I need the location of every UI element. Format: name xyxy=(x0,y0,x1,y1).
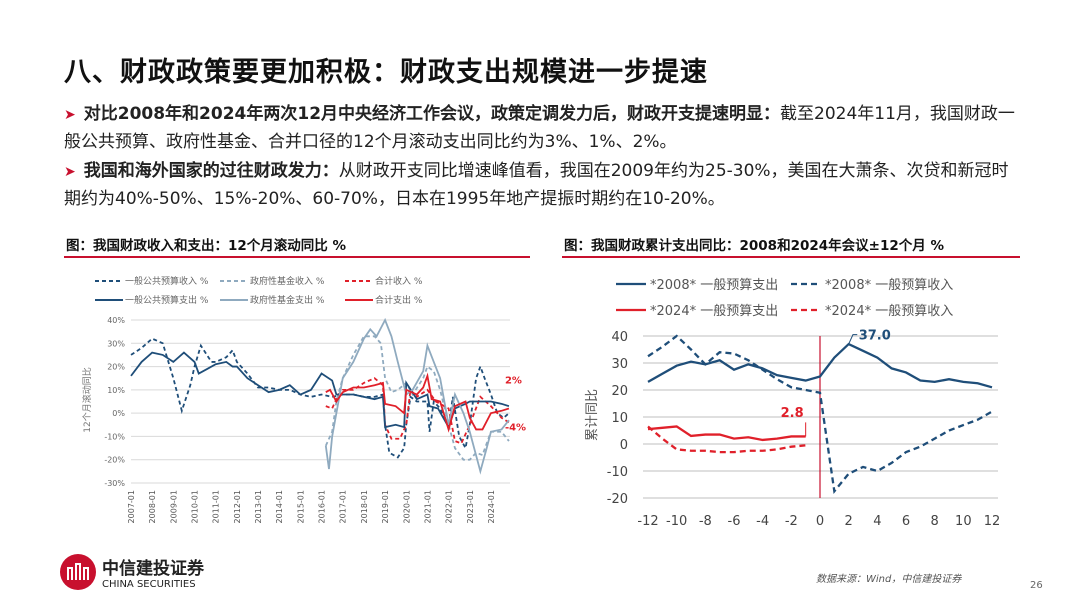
series-line-2 xyxy=(647,425,806,442)
x-tick-label: -8 xyxy=(699,514,712,529)
x-tick-label: 2010-01 xyxy=(191,490,200,523)
legend-label: 合计支出 % xyxy=(375,294,423,306)
y-tick-label: 0% xyxy=(112,409,125,418)
x-tick-label: 10 xyxy=(955,514,972,529)
data-label: -4% xyxy=(505,422,526,433)
x-tick-label: 2023-01 xyxy=(466,490,475,523)
arrow-icon: ➤ xyxy=(64,107,76,123)
y-tick-label: 0 xyxy=(620,438,628,453)
data-label: 2% xyxy=(505,375,522,386)
series-line-1 xyxy=(647,334,993,495)
citic-logo-icon xyxy=(60,554,96,590)
x-tick-label: 2 xyxy=(845,514,853,529)
x-tick-label: 2024-01 xyxy=(487,490,496,523)
x-tick-label: 12 xyxy=(984,514,1001,529)
x-tick-label: -12 xyxy=(637,514,658,529)
y-tick-label: 40 xyxy=(611,330,628,345)
bullet-2-bold: 我国和海外国家的过往财政发力： xyxy=(83,161,339,181)
x-tick-label: 2017-01 xyxy=(339,490,348,523)
y-tick-label: 30 xyxy=(611,357,628,372)
y-tick-label: -10% xyxy=(104,432,125,441)
x-tick-label: 2018-01 xyxy=(360,490,369,523)
x-tick-label: 0 xyxy=(816,514,824,529)
x-tick-label: -2 xyxy=(785,514,798,529)
x-tick-label: 4 xyxy=(873,514,881,529)
x-tick-label: 2015-01 xyxy=(296,490,305,523)
legend-label: *2024* 一般预算收入 xyxy=(825,303,953,319)
y-tick-label: 20% xyxy=(107,363,125,372)
logo: 中信建投证券 CHINA SECURITIES xyxy=(58,552,204,592)
bullet-2-text: 从财政开支同比增速峰值看，我国在2009年约为25-30%，美国在大萧条、次贷和… xyxy=(64,161,1009,209)
data-source: 数据来源：Wind，中信建投证券 xyxy=(816,574,962,585)
bullet-1-text: 截至2024年11月，我国财政一般公共预算、政府性基金、合并口径的12个月滚动支… xyxy=(64,104,1015,152)
series-line-3 xyxy=(647,425,806,454)
series-line-4 xyxy=(324,317,510,475)
x-tick-label: 2022-01 xyxy=(445,490,454,523)
chart-2-rule xyxy=(562,256,1020,258)
x-tick-label: 2009-01 xyxy=(169,490,178,523)
x-tick-label: 8 xyxy=(931,514,939,529)
y-tick-label: 10% xyxy=(107,386,125,395)
legend-label: 政府性基金支出 % xyxy=(250,294,325,306)
legend-label: 一般公共预算收入 % xyxy=(125,275,209,287)
x-tick-label: 2014-01 xyxy=(275,490,284,523)
y-tick-label: 30% xyxy=(107,339,125,348)
y-tick-label: -10 xyxy=(607,465,628,480)
arrow-icon: ➤ xyxy=(64,164,76,180)
legend-label: *2008* 一般预算支出 xyxy=(650,277,778,293)
bullet-2: ➤ 我国和海外国家的过往财政发力：从财政开支同比增速峰值看，我国在2009年约为2… xyxy=(64,158,1024,213)
legend-label: *2008* 一般预算收入 xyxy=(825,277,953,293)
page-title: 八、财政政策要更加积极：财政支出规模进一步提速 xyxy=(64,57,708,88)
legend-label: 合计收入 % xyxy=(375,275,423,287)
data-label: 37.0 xyxy=(859,329,891,344)
x-tick-label: 2008-01 xyxy=(148,490,157,523)
y-axis-label: 累计同比 xyxy=(585,389,600,441)
x-tick-label: 2019-01 xyxy=(381,490,390,523)
top-bar xyxy=(0,0,1080,4)
x-tick-label: 2021-01 xyxy=(423,490,432,523)
legend-label: *2024* 一般预算支出 xyxy=(650,303,778,319)
data-label: 2.8 xyxy=(781,406,804,421)
logo-en: CHINA SECURITIES xyxy=(102,579,196,590)
x-tick-label: 2011-01 xyxy=(212,490,221,523)
y-tick-label: -20% xyxy=(104,456,125,465)
y-tick-label: 20 xyxy=(611,384,628,399)
chart-1-title: 图：我国财政收入和支出：12个月滚动同比 % xyxy=(66,238,347,254)
x-tick-label: 2012-01 xyxy=(233,490,242,523)
y-tick-label: -30% xyxy=(104,479,125,488)
series-line-5 xyxy=(325,372,510,433)
legend-label: 政府性基金收入 % xyxy=(250,275,325,287)
page-number: 26 xyxy=(1030,580,1043,591)
legend-label: 一般公共预算支出 % xyxy=(125,294,209,306)
x-tick-label: 2016-01 xyxy=(318,490,327,523)
x-tick-label: -10 xyxy=(666,514,687,529)
logo-cn: 中信建投证券 xyxy=(102,559,204,579)
bullet-1: ➤ 对比2008年和2024年两次12月中央经济工作会议，政策定调发力后，财政开支… xyxy=(64,101,1024,156)
x-tick-label: -4 xyxy=(756,514,769,529)
y-tick-label: -20 xyxy=(607,492,628,507)
y-tick-label: 10 xyxy=(611,411,628,426)
x-tick-label: -6 xyxy=(728,514,741,529)
x-tick-label: 6 xyxy=(902,514,910,529)
x-tick-label: 2020-01 xyxy=(402,490,411,523)
x-tick-label: 2007-01 xyxy=(127,490,136,523)
y-tick-label: 40% xyxy=(107,316,125,325)
leader-line xyxy=(848,334,858,345)
x-tick-label: 2013-01 xyxy=(254,490,263,523)
y-axis-label: 12个月滚动同比 xyxy=(81,367,93,432)
chart-1-rule xyxy=(64,256,530,258)
chart-2-title: 图：我国财政累计支出同比：2008和2024年会议±12个月 % xyxy=(564,238,944,254)
bullet-1-bold: 对比2008年和2024年两次12月中央经济工作会议，政策定调发力后，财政开支提… xyxy=(83,104,781,124)
series-line-0 xyxy=(130,337,510,459)
